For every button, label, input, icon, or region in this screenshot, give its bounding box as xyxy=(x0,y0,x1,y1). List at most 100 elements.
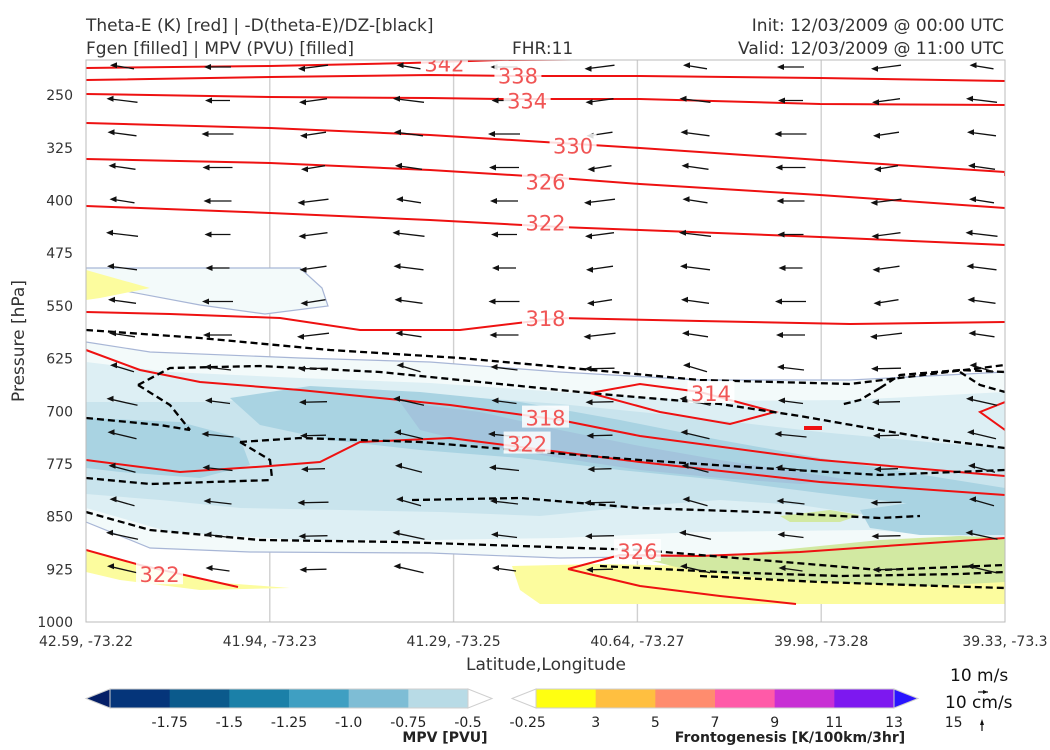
wind-vector-head xyxy=(491,531,498,538)
wind-vector xyxy=(397,265,424,271)
wind-vector xyxy=(113,64,135,70)
title-line-2: Fgen [filled] | MPV (PVU) [filled] xyxy=(86,39,354,59)
wind-vector-head xyxy=(778,565,786,571)
wind-vector-head xyxy=(586,266,593,273)
wind-vector xyxy=(970,566,997,574)
x-axis-label: Latitude,Longitude xyxy=(466,655,626,675)
wind-vector-head xyxy=(394,429,401,436)
wind-vector-head xyxy=(106,229,113,236)
y-tick-label: 475 xyxy=(46,246,73,262)
colorbar-segment xyxy=(536,689,597,708)
wind-vector-head xyxy=(680,563,687,570)
wind-vector xyxy=(684,299,710,304)
wind-vector xyxy=(685,165,709,170)
wind-vector xyxy=(206,467,233,472)
wind-vector-head xyxy=(585,99,593,106)
mpv-fill-region xyxy=(400,402,850,484)
wind-vector xyxy=(972,198,995,204)
dtheta-dz-contour xyxy=(839,387,881,407)
wind-vector-head xyxy=(872,99,879,106)
wind-vector xyxy=(302,232,328,237)
wind-vector-head xyxy=(488,298,496,305)
wind-vector-head xyxy=(870,199,878,206)
wind-vector xyxy=(971,165,996,170)
wind-vector-head xyxy=(108,296,115,303)
theta-e-label: 330 xyxy=(553,135,593,159)
wind-vector-head xyxy=(298,65,305,72)
speed-reference-label: 10 m/s xyxy=(950,666,1008,686)
wind-vector-head xyxy=(106,395,114,402)
wind-vector-head xyxy=(966,395,973,402)
wind-vector xyxy=(970,432,997,440)
y-tick-label: 850 xyxy=(46,510,73,526)
wind-vector xyxy=(682,532,712,540)
wind-vector xyxy=(110,98,138,103)
wind-vector-head xyxy=(491,97,499,104)
wind-vector-head xyxy=(681,296,688,303)
wind-vector xyxy=(494,534,518,539)
wind-vector xyxy=(304,165,326,170)
wind-vector xyxy=(684,432,710,440)
wind-vector-head xyxy=(683,62,690,69)
wind-vector xyxy=(209,567,230,572)
wind-vector-head xyxy=(300,132,307,139)
x-tick-label: 39.98, -73.28 xyxy=(774,634,868,650)
wind-vector-head xyxy=(297,499,305,506)
wind-vector-head xyxy=(874,466,881,473)
theta-e-label: 314 xyxy=(691,382,731,406)
contour-label-background xyxy=(522,305,569,328)
colorbar-tick-label: 9 xyxy=(770,715,779,731)
wind-vector xyxy=(589,98,614,103)
wind-vector-head xyxy=(298,365,305,372)
wind-vector-head xyxy=(969,196,976,203)
init-time: Init: 12/03/2009 @ 00:00 UTC xyxy=(752,16,1004,36)
colorbar-tick-label: 11 xyxy=(825,715,843,731)
wind-vector xyxy=(399,332,422,338)
wind-vector xyxy=(972,499,995,507)
fgen-fill-region xyxy=(512,564,1005,604)
wind-vector xyxy=(494,366,518,371)
wind-vector-head xyxy=(777,364,784,370)
contour-label-background xyxy=(522,405,569,428)
wind-vector-head xyxy=(298,233,306,240)
wind-vector xyxy=(398,465,423,473)
wind-vector-head xyxy=(775,464,783,471)
wind-vector xyxy=(780,366,805,371)
wind-vector xyxy=(208,400,231,405)
dtheta-dz-contour xyxy=(86,328,1005,386)
wind-vector-head xyxy=(965,229,973,236)
fgen-fill-region xyxy=(86,270,150,300)
wind-vector xyxy=(301,367,329,370)
wind-vector-head xyxy=(109,330,116,337)
wind-vector xyxy=(110,265,138,271)
wind-vector-head xyxy=(107,429,115,436)
fgen-colorbar: 3 5 7 9 11 13 15 xyxy=(510,688,963,731)
wind-vector-head xyxy=(968,462,975,469)
wind-vector-head xyxy=(299,399,306,406)
colorbar-segment xyxy=(774,689,835,708)
wind-vector xyxy=(782,567,803,572)
wind-vector-head xyxy=(585,233,592,240)
wind-vector-head xyxy=(107,129,115,136)
wind-vector-head xyxy=(776,332,783,338)
wind-vector xyxy=(686,365,708,373)
wind-vector-head xyxy=(871,233,879,240)
dtheta-dz-contour xyxy=(239,436,1005,477)
wind-vector-head xyxy=(965,529,973,536)
y-tick-label: 1000 xyxy=(37,615,73,631)
wind-vector xyxy=(304,299,326,304)
wind-vector-head xyxy=(682,196,690,203)
theta-e-label: 322 xyxy=(139,563,179,587)
mpv-fill-region xyxy=(860,500,1005,535)
wind-vector xyxy=(495,567,517,572)
colorbar-segment xyxy=(229,689,290,708)
wind-vector-head xyxy=(778,397,785,404)
wind-vector-head xyxy=(392,229,400,236)
wind-vector xyxy=(877,468,899,470)
y-tick-label: 625 xyxy=(46,352,73,368)
wind-vector-head xyxy=(109,196,117,203)
wind-vector xyxy=(112,165,136,170)
wind-vector xyxy=(111,299,137,304)
colorbar-tick-label: -1.0 xyxy=(335,715,362,731)
wind-vector-head xyxy=(587,166,595,173)
